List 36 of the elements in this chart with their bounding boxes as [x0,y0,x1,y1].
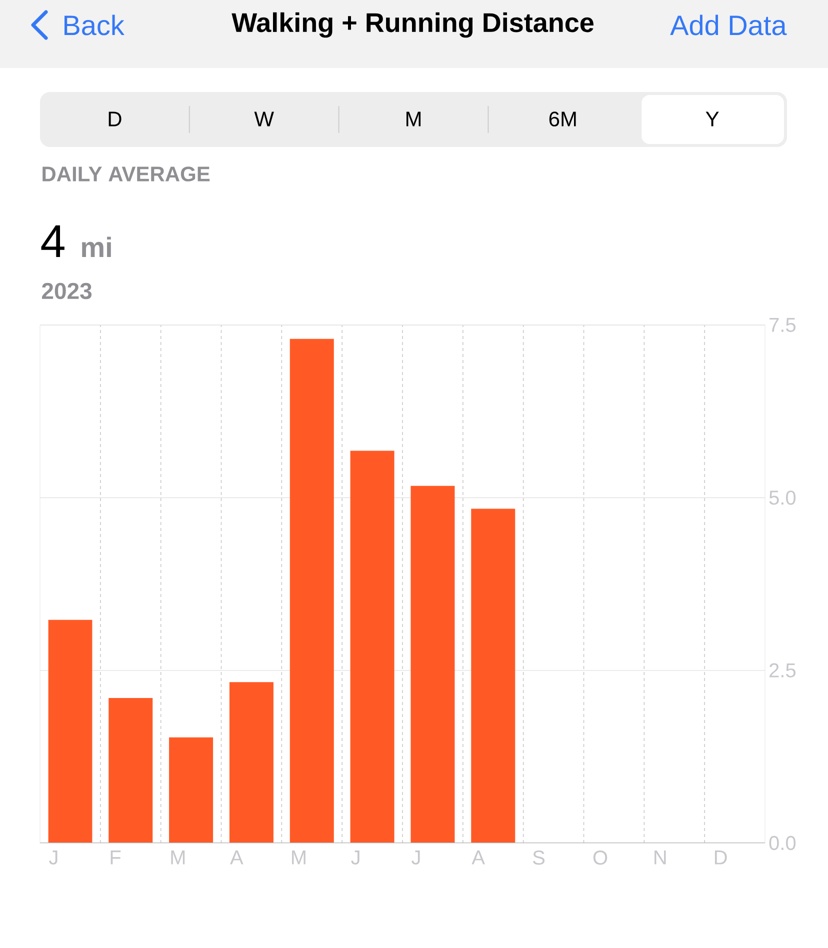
bar [290,338,334,844]
x-tick-label: N [654,850,666,864]
bar [350,450,394,844]
x-tick-label: S [532,850,544,865]
text: Add Data [670,14,787,36]
x-tick-label: F [110,850,121,864]
y-tick-label: 7.5 [770,318,796,332]
text: M [406,112,421,126]
y-tick-label: 5.0 [769,490,796,505]
x-tick-label: A [472,850,485,864]
bar [471,508,516,844]
text: 2023 [42,282,92,300]
x-tick-label: J [412,850,420,864]
x-tick-label: J [49,850,58,864]
y-tick-label: 0.0 [769,836,796,850]
text: 6M [549,112,576,126]
bar [108,698,153,844]
bar [410,486,455,844]
text: 4 [41,225,64,258]
x-tick-label: M [292,850,306,864]
bar [229,682,274,844]
x-tick-label: A [230,850,244,864]
x-tick-label: J [351,850,360,864]
chart-title: Walking + Running Distance [232,12,594,38]
x-tick-label: O [593,850,608,865]
bar [169,737,214,844]
bar [48,620,92,844]
x-tick-label: D [714,850,727,864]
y-tick-label: 2.5 [770,663,796,678]
text: DAILY AVERAGE [42,166,210,182]
text: Back [64,14,124,36]
text: W [254,112,274,126]
x-tick-label: M [171,850,185,864]
text: Y [706,112,719,126]
text: D [108,112,122,126]
text: mi [82,236,111,258]
